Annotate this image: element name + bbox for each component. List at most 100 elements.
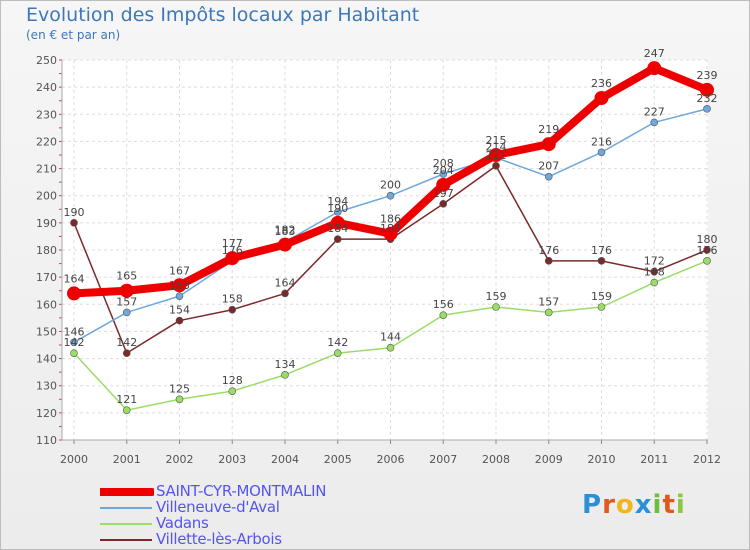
point-saint-cyr-montmalin-2008 — [489, 148, 503, 162]
data-label-saint-cyr-montmalin-2000: 164 — [64, 272, 85, 285]
point-villette-les-arbois-2012 — [703, 246, 711, 254]
point-saint-cyr-montmalin-2005 — [330, 215, 345, 230]
x-tick-label-2010: 2010 — [588, 453, 616, 466]
point-villette-les-arbois-2007 — [439, 200, 448, 208]
chart-subtitle: (en € et par an) — [26, 28, 121, 42]
point-villette-les-arbois-2000 — [70, 219, 78, 227]
data-label-vadans-2010: 159 — [591, 290, 612, 303]
y-tick-label-150: 150 — [36, 325, 57, 338]
chart-title: Evolution des Impôts locaux par Habitant — [26, 4, 420, 26]
y-tick-label-240: 240 — [36, 81, 57, 94]
point-vadans-2011 — [650, 278, 659, 287]
data-label-villeneuve-d-aval-2010: 216 — [591, 135, 612, 148]
point-saint-cyr-montmalin-2012 — [700, 82, 714, 97]
data-label-saint-cyr-montmalin-2001: 165 — [116, 270, 137, 283]
legend-swatch-saint-cyr-montmalin — [100, 488, 154, 496]
x-tick-label-2009: 2009 — [535, 453, 563, 466]
point-saint-cyr-montmalin-2000 — [67, 286, 81, 301]
point-vadans-2012 — [703, 257, 711, 265]
y-tick-label-220: 220 — [36, 135, 57, 148]
legend-swatch-villette-les-arbois — [100, 539, 152, 541]
data-label-villeneuve-d-aval-2006: 200 — [380, 179, 401, 192]
point-vadans-2004 — [281, 371, 289, 379]
data-label-villeneuve-d-aval-2007: 208 — [433, 157, 454, 170]
point-vadans-2002 — [175, 395, 184, 404]
data-label-villeneuve-d-aval-2009: 207 — [538, 160, 559, 173]
x-tick-label-2011: 2011 — [640, 453, 668, 466]
data-label-saint-cyr-montmalin-2003: 177 — [222, 237, 243, 250]
point-saint-cyr-montmalin-2010 — [594, 91, 609, 105]
x-tick-label-2006: 2006 — [377, 453, 405, 466]
data-label-villette-les-arbois-2004: 164 — [275, 276, 296, 289]
point-villette-les-arbois-2010 — [597, 257, 606, 265]
data-label-saint-cyr-montmalin-2011: 247 — [644, 47, 665, 60]
point-villeneuve-d-aval-2007 — [439, 170, 448, 178]
data-label-vadans-2007: 156 — [433, 298, 454, 311]
data-label-saint-cyr-montmalin-2005: 190 — [327, 202, 348, 215]
point-villeneuve-d-aval-2009 — [544, 172, 553, 181]
data-label-villeneuve-d-aval-2008: 214 — [486, 141, 507, 154]
data-label-villette-les-arbois-2000: 190 — [64, 206, 85, 219]
data-label-vadans-2012: 176 — [697, 244, 718, 257]
point-vadans-2009 — [544, 308, 553, 317]
legend-label-saint-cyr-montmalin: SAINT-CYR-MONTMALIN — [156, 482, 327, 500]
data-label-saint-cyr-montmalin-2002: 167 — [169, 264, 190, 277]
point-villeneuve-d-aval-2002 — [175, 292, 184, 300]
y-tick-label-190: 190 — [36, 217, 57, 230]
point-vadans-2000 — [70, 349, 78, 357]
data-label-vadans-2003: 128 — [222, 374, 243, 387]
point-villeneuve-d-aval-2012 — [703, 105, 711, 113]
point-villette-les-arbois-2008 — [492, 162, 500, 170]
data-label-villette-les-arbois-2007: 197 — [433, 187, 454, 200]
point-saint-cyr-montmalin-2001 — [119, 283, 134, 298]
point-saint-cyr-montmalin-2009 — [541, 137, 556, 152]
data-label-saint-cyr-montmalin-2006: 186 — [380, 213, 401, 226]
y-tick-label-210: 210 — [36, 163, 57, 176]
data-label-vadans-2008: 159 — [486, 290, 507, 303]
y-tick-label-230: 230 — [36, 108, 57, 121]
x-tick-label-2007: 2007 — [429, 453, 457, 466]
x-tick-label-2001: 2001 — [113, 453, 141, 466]
data-label-villette-les-arbois-2001: 142 — [116, 336, 137, 349]
data-label-vadans-2004: 134 — [275, 358, 296, 371]
data-label-saint-cyr-montmalin-2012: 239 — [697, 69, 718, 82]
data-label-vadans-2000: 142 — [64, 336, 85, 349]
data-label-villeneuve-d-aval-2000: 146 — [64, 325, 85, 338]
point-vadans-2001 — [122, 406, 131, 414]
data-label-vadans-2005: 142 — [327, 336, 348, 349]
data-label-saint-cyr-montmalin-2010: 236 — [591, 77, 612, 90]
y-tick-label-250: 250 — [36, 54, 57, 67]
y-tick-label-140: 140 — [36, 353, 57, 366]
legend-swatch-vadans — [100, 523, 152, 525]
data-label-villette-les-arbois-2009: 176 — [538, 244, 559, 257]
data-label-villette-les-arbois-2005: 184 — [327, 222, 348, 235]
data-label-villette-les-arbois-2010: 176 — [591, 244, 612, 257]
y-tick-label-110: 110 — [36, 434, 57, 447]
data-label-vadans-2001: 121 — [116, 393, 137, 406]
point-villette-les-arbois-2011 — [650, 267, 659, 276]
data-label-villeneuve-d-aval-2011: 227 — [644, 105, 665, 118]
data-label-villette-les-arbois-2011: 172 — [644, 255, 665, 268]
legend-label-vadans: Vadans — [156, 514, 209, 532]
point-vadans-2008 — [492, 303, 500, 311]
point-villeneuve-d-aval-2005 — [333, 208, 342, 216]
data-label-villeneuve-d-aval-2005: 194 — [327, 195, 348, 208]
point-villeneuve-d-aval-2010 — [597, 148, 606, 157]
x-tick-label-2012: 2012 — [693, 453, 721, 466]
point-saint-cyr-montmalin-2003 — [225, 251, 240, 266]
point-vadans-2003 — [228, 387, 237, 395]
data-label-villeneuve-d-aval-2002: 163 — [169, 279, 190, 292]
data-label-villette-les-arbois-2002: 154 — [169, 304, 190, 317]
point-vadans-2010 — [597, 303, 606, 311]
point-villette-les-arbois-2004 — [281, 289, 289, 298]
proxiti-logo: Proxiti — [582, 490, 686, 520]
data-label-saint-cyr-montmalin-2007: 204 — [433, 164, 454, 177]
point-vadans-2006 — [386, 343, 395, 352]
legend-label-villeneuve-d-aval: Villeneuve-d'Aval — [156, 498, 280, 516]
point-saint-cyr-montmalin-2006 — [383, 226, 398, 241]
point-saint-cyr-montmalin-2004 — [278, 237, 292, 252]
data-label-villeneuve-d-aval-2012: 232 — [697, 92, 718, 105]
legend-swatch-villeneuve-d-aval — [100, 507, 152, 509]
point-villeneuve-d-aval-2001 — [122, 308, 131, 317]
